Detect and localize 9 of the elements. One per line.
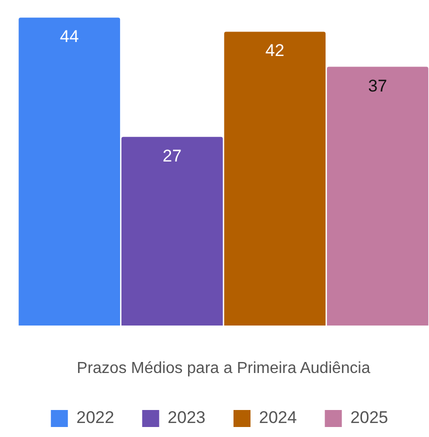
data-label: 42: [265, 41, 284, 60]
legend-label: 2022: [76, 408, 114, 428]
data-label: 37: [368, 76, 388, 96]
legend-label: 2024: [259, 408, 297, 428]
data-label: 27: [162, 146, 182, 166]
legend-label: 2023: [168, 408, 206, 428]
data-label: 44: [60, 27, 79, 46]
legend-label: 2025: [350, 408, 388, 428]
x-axis-title: Prazos Médios para a Primeira Audiência: [76, 360, 370, 377]
